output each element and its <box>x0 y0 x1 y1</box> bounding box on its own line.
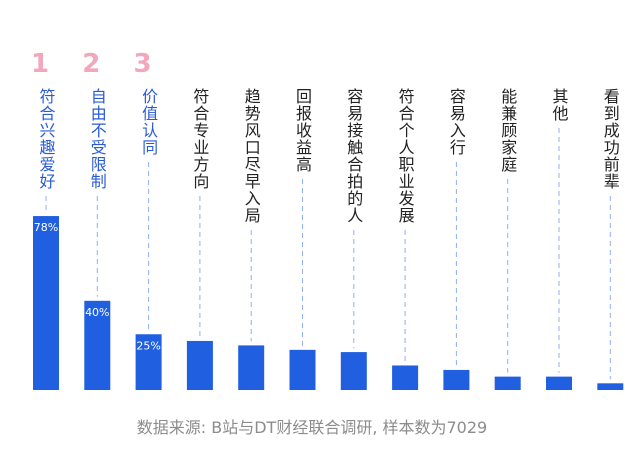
category-label: 容易入行 <box>447 88 466 156</box>
category-label: 符合专业方向 <box>190 88 209 190</box>
category-label: 回报收益高 <box>293 88 312 173</box>
bar <box>33 216 59 390</box>
category-label: 看到成功前辈 <box>601 88 620 190</box>
bar <box>392 365 419 390</box>
category-label: 其他 <box>550 88 569 122</box>
category-label: 符合个人职业发展 <box>396 88 415 224</box>
category-label: 能兼顾家庭 <box>498 88 517 173</box>
category-label: 自由不受限制 <box>88 88 107 190</box>
category-label: 符合兴趣爱好 <box>37 88 56 190</box>
bar <box>494 376 521 390</box>
value-label: 40% <box>85 306 109 319</box>
bar <box>84 300 111 390</box>
value-label: 78% <box>34 221 58 234</box>
bar <box>546 376 572 390</box>
bar <box>340 352 367 390</box>
category-label: 趋势风口尽早入局 <box>242 88 261 224</box>
bar <box>597 383 624 390</box>
bar <box>443 369 470 390</box>
category-label: 价值认同 <box>139 88 158 156</box>
source-note: 数据来源: B站与DT财经联合调研, 样本数为7029 <box>137 418 487 437</box>
value-label: 25% <box>136 339 160 352</box>
category-label: 容易接触合拍的人 <box>344 88 363 224</box>
bar <box>186 340 213 390</box>
rank-number: 3 <box>134 49 152 79</box>
bar <box>135 334 162 390</box>
bar <box>289 349 316 390</box>
rank-number: 2 <box>82 49 100 79</box>
bar <box>238 345 265 390</box>
rank-number: 1 <box>31 49 49 79</box>
